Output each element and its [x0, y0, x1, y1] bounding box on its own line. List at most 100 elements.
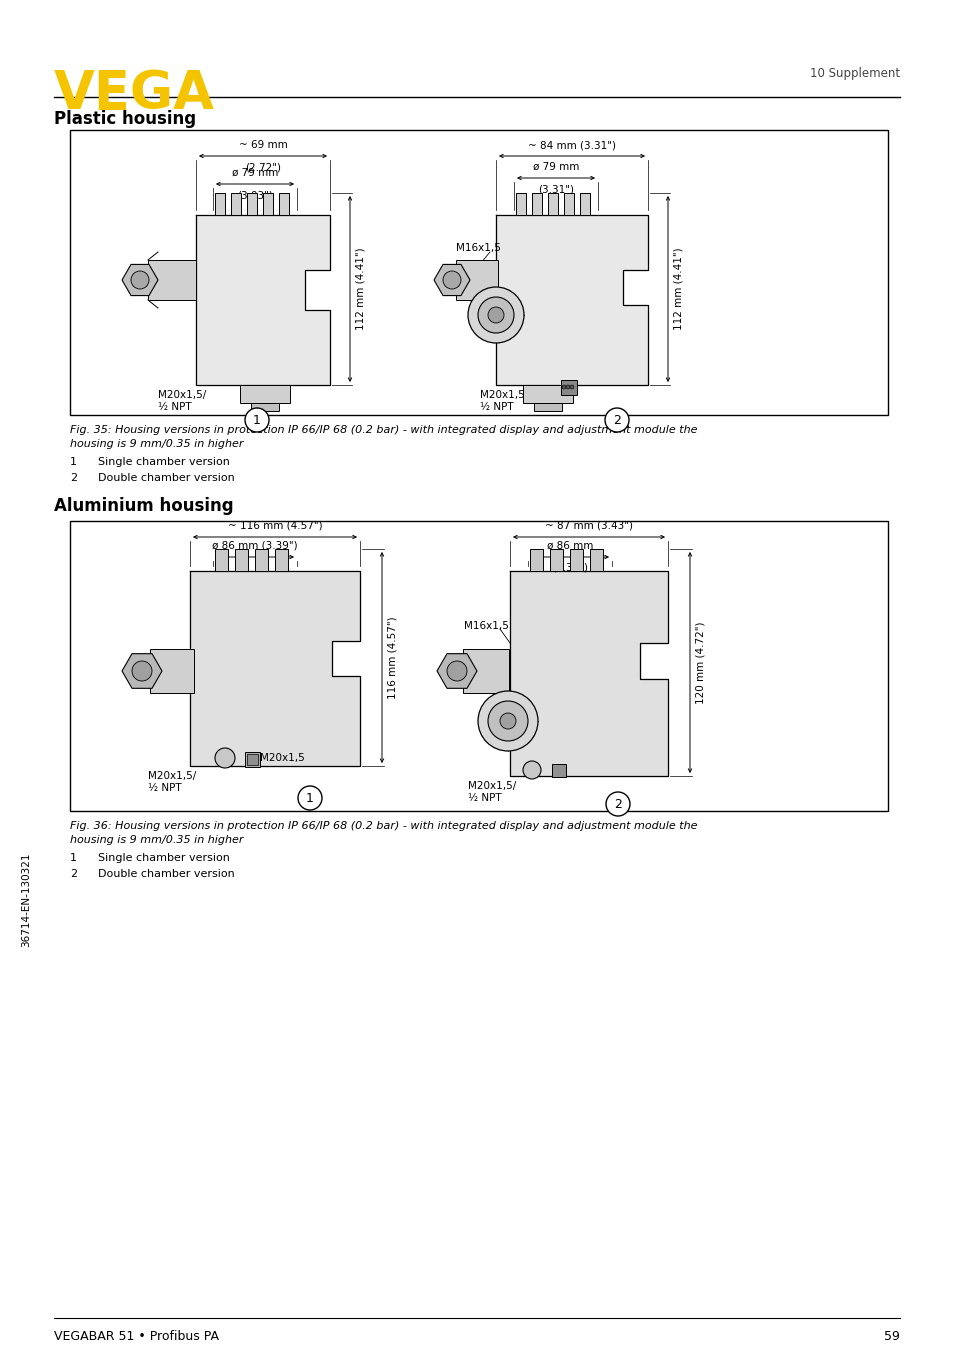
Text: ø 79 mm: ø 79 mm [232, 168, 278, 177]
Text: ~ 87 mm (3.43"): ~ 87 mm (3.43") [544, 521, 633, 531]
Bar [547, 194, 558, 215]
Text: Fig. 35: Housing versions in protection IP 66/IP 68 (0.2 bar) - with integrated : Fig. 35: Housing versions in protection … [70, 425, 697, 435]
Circle shape [488, 701, 527, 741]
Text: (3.31"): (3.31") [537, 184, 574, 194]
Bar [563, 194, 574, 215]
Text: 112 mm (4.41"): 112 mm (4.41") [355, 248, 366, 330]
Text: 1: 1 [70, 458, 77, 467]
Bar [522, 385, 573, 403]
Bar [552, 764, 565, 777]
Text: 2: 2 [614, 798, 621, 811]
Bar [278, 194, 289, 215]
Text: ~ 116 mm (4.57"): ~ 116 mm (4.57") [228, 521, 322, 531]
Circle shape [605, 792, 629, 816]
Circle shape [499, 714, 516, 728]
Bar [530, 548, 542, 571]
Bar [148, 260, 195, 301]
Text: 59: 59 [883, 1330, 899, 1343]
Text: 1: 1 [306, 792, 314, 804]
Bar [274, 548, 288, 571]
Text: Plastic housing: Plastic housing [54, 110, 196, 129]
Text: 120 mm (4.72"): 120 mm (4.72") [696, 621, 705, 704]
Text: (3.03"): (3.03") [236, 190, 273, 200]
Text: 36714-EN-130321: 36714-EN-130321 [21, 853, 30, 948]
Bar [214, 548, 228, 571]
Text: housing is 9 mm/0.35 in higher: housing is 9 mm/0.35 in higher [70, 439, 243, 450]
Bar [234, 548, 248, 571]
Text: Single chamber version: Single chamber version [98, 853, 230, 862]
Circle shape [214, 747, 234, 768]
Text: ø 86 mm (3.39"): ø 86 mm (3.39") [212, 542, 297, 551]
Bar [532, 194, 541, 215]
Text: housing is 9 mm/0.35 in higher: housing is 9 mm/0.35 in higher [70, 835, 243, 845]
Bar [150, 649, 193, 693]
Polygon shape [195, 215, 330, 385]
Text: 2: 2 [613, 413, 620, 427]
Text: 2: 2 [70, 473, 77, 483]
Bar [251, 403, 278, 412]
Text: (3.39"): (3.39") [552, 563, 587, 573]
Bar [247, 194, 256, 215]
Bar [589, 548, 602, 571]
Circle shape [569, 385, 574, 389]
Text: VEGA: VEGA [54, 68, 214, 121]
Bar [550, 548, 562, 571]
Text: ~ 69 mm: ~ 69 mm [238, 139, 287, 150]
Circle shape [565, 385, 569, 389]
Text: M20x1,5/
½ NPT: M20x1,5/ ½ NPT [148, 770, 196, 792]
Circle shape [604, 408, 628, 432]
Bar [254, 548, 268, 571]
Circle shape [522, 761, 540, 779]
Circle shape [442, 271, 460, 288]
Text: M20x1,5: M20x1,5 [260, 753, 304, 764]
Text: 1: 1 [253, 413, 261, 427]
Text: Single chamber version: Single chamber version [98, 458, 230, 467]
Text: Fig. 36: Housing versions in protection IP 66/IP 68 (0.2 bar) - with integrated : Fig. 36: Housing versions in protection … [70, 821, 697, 831]
Text: 116 mm (4.57"): 116 mm (4.57") [388, 616, 397, 699]
Circle shape [488, 307, 503, 324]
Text: M16x1,5: M16x1,5 [463, 621, 508, 631]
Circle shape [447, 661, 467, 681]
Bar [214, 194, 225, 215]
Text: 112 mm (4.41"): 112 mm (4.41") [673, 248, 683, 330]
Bar [560, 380, 577, 395]
Circle shape [131, 271, 149, 288]
Text: 1: 1 [70, 853, 77, 862]
Circle shape [477, 297, 514, 333]
Bar [231, 194, 241, 215]
Text: M20x1,5/
½ NPT: M20x1,5/ ½ NPT [479, 390, 528, 412]
Text: VEGABAR 51 • Profibus PA: VEGABAR 51 • Profibus PA [54, 1330, 219, 1343]
Text: Double chamber version: Double chamber version [98, 473, 234, 483]
Text: 2: 2 [70, 869, 77, 879]
Text: ø 79 mm: ø 79 mm [533, 162, 578, 172]
Text: M16x1,5: M16x1,5 [456, 242, 500, 253]
Text: Aluminium housing: Aluminium housing [54, 497, 233, 515]
Bar [456, 260, 497, 301]
Circle shape [245, 408, 269, 432]
Bar [516, 194, 525, 215]
Bar [247, 754, 257, 765]
Bar [534, 403, 561, 412]
Bar [245, 751, 260, 766]
Bar [70, 521, 887, 811]
Bar [579, 194, 589, 215]
Text: ø 86 mm: ø 86 mm [546, 542, 593, 551]
Polygon shape [190, 571, 359, 766]
Text: (2.72"): (2.72") [245, 162, 281, 172]
Circle shape [477, 691, 537, 751]
Text: 10 Supplement: 10 Supplement [809, 66, 899, 80]
Circle shape [297, 787, 322, 810]
Circle shape [468, 287, 523, 343]
Bar [462, 649, 509, 693]
Text: M20x1,5/
½ NPT: M20x1,5/ ½ NPT [468, 781, 516, 803]
Bar [263, 194, 273, 215]
Text: ~ 84 mm (3.31"): ~ 84 mm (3.31") [527, 139, 616, 150]
Text: Double chamber version: Double chamber version [98, 869, 234, 879]
Bar [240, 385, 290, 403]
Bar [569, 548, 582, 571]
Bar [70, 130, 887, 414]
Text: M20x1,5/
½ NPT: M20x1,5/ ½ NPT [158, 390, 206, 412]
Circle shape [561, 385, 565, 389]
Polygon shape [510, 571, 667, 776]
Polygon shape [496, 215, 647, 385]
